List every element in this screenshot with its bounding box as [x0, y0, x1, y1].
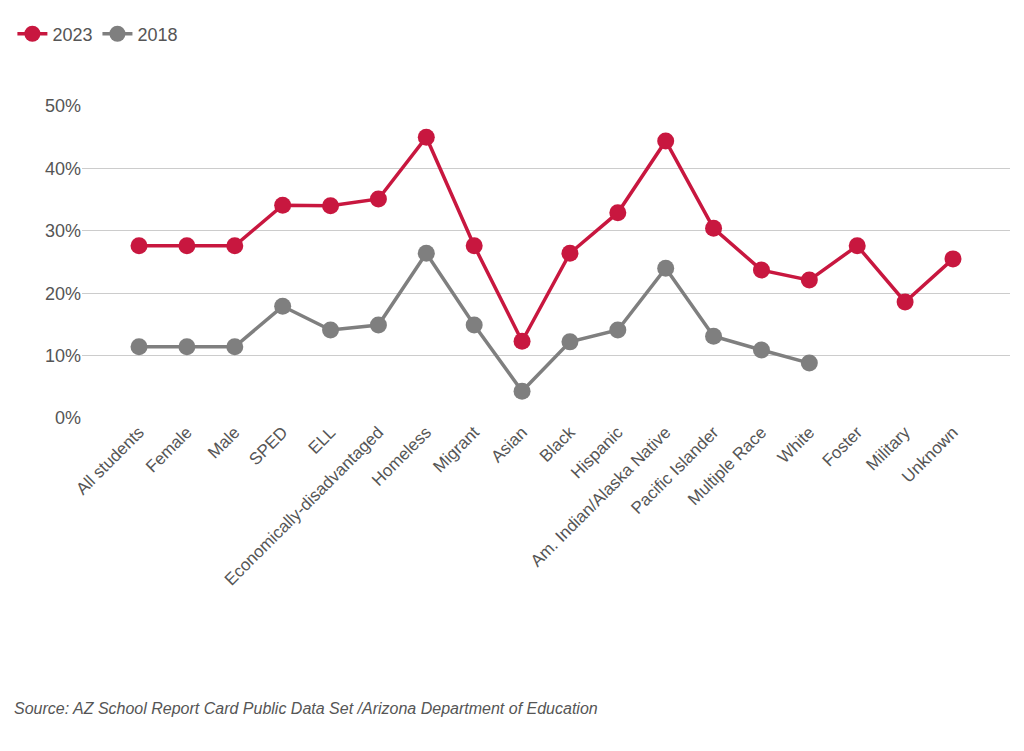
- svg-text:Male: Male: [204, 423, 243, 462]
- svg-text:Migrant: Migrant: [429, 423, 483, 477]
- svg-text:20%: 20%: [45, 284, 81, 304]
- svg-text:0%: 0%: [55, 408, 81, 428]
- svg-text:Black: Black: [536, 423, 579, 466]
- svg-text:40%: 40%: [45, 159, 81, 179]
- svg-text:2018: 2018: [137, 25, 177, 45]
- svg-text:Homeless: Homeless: [368, 423, 435, 490]
- svg-text:SPED: SPED: [245, 423, 291, 469]
- svg-text:Pacific Islander: Pacific Islander: [627, 423, 722, 518]
- svg-text:Foster: Foster: [819, 423, 867, 471]
- svg-text:Unknown: Unknown: [898, 423, 962, 487]
- svg-text:Female: Female: [142, 423, 196, 477]
- svg-text:10%: 10%: [45, 346, 81, 366]
- svg-text:2023: 2023: [52, 25, 92, 45]
- svg-text:All students: All students: [72, 423, 148, 499]
- svg-text:Am. Indian/Alaska Native: Am. Indian/Alaska Native: [527, 423, 675, 571]
- svg-text:Multiple Race: Multiple Race: [684, 423, 770, 509]
- svg-text:50%: 50%: [45, 96, 81, 116]
- svg-text:White: White: [774, 423, 818, 467]
- svg-text:30%: 30%: [45, 221, 81, 241]
- svg-text:Asian: Asian: [487, 423, 531, 467]
- svg-text:Economically-disadvantaged: Economically-disadvantaged: [221, 423, 387, 589]
- svg-text:Hispanic: Hispanic: [567, 423, 627, 483]
- svg-text:Military: Military: [862, 423, 914, 475]
- svg-text:Source: AZ School Report Card: Source: AZ School Report Card Public Dat…: [14, 700, 598, 717]
- svg-text:ELL: ELL: [305, 423, 340, 458]
